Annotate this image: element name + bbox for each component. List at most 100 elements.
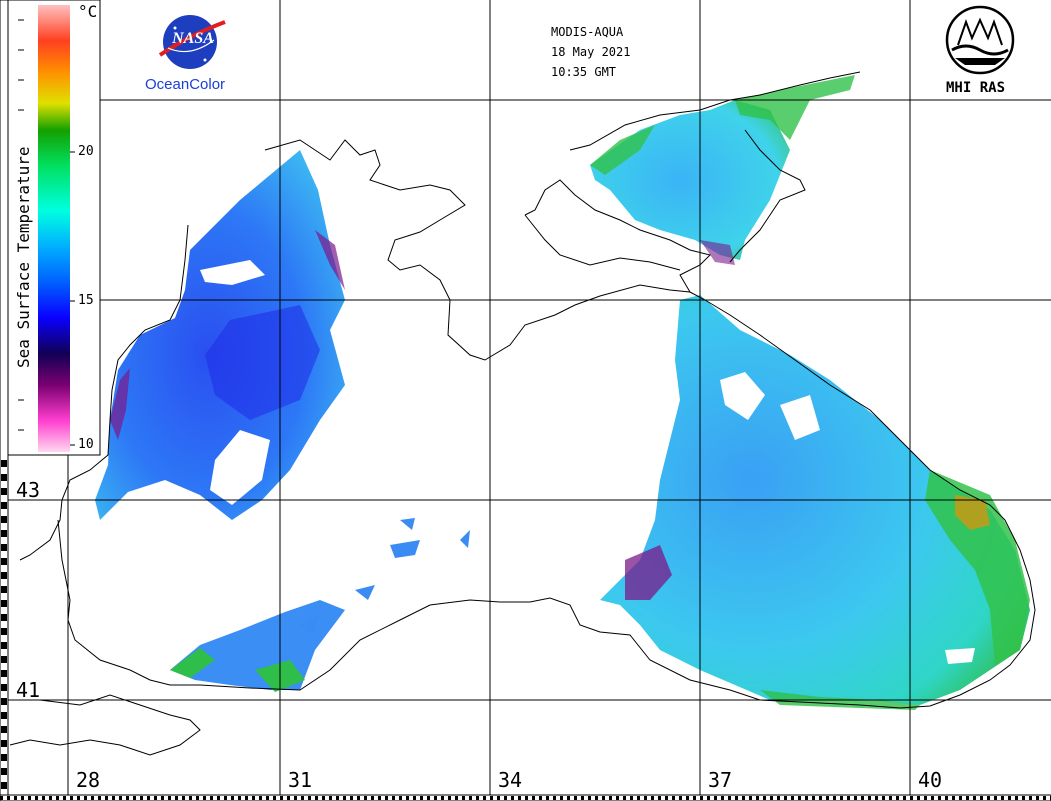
left-tick xyxy=(1,614,7,621)
left-tick xyxy=(1,530,7,537)
azov-purple-edge xyxy=(700,240,735,265)
marmara-coast xyxy=(9,694,201,756)
bottom-tick xyxy=(784,796,787,800)
bottom-tick xyxy=(735,796,738,800)
header-date: 18 May 2021 xyxy=(551,45,631,59)
nasa-star-dot xyxy=(173,26,177,30)
left-tick xyxy=(1,502,7,509)
bottom-tick xyxy=(427,796,430,800)
bottom-tick xyxy=(931,796,934,800)
south-sst-strip xyxy=(170,600,345,690)
bottom-tick xyxy=(371,796,374,800)
bottom-tick xyxy=(511,796,514,800)
left-tick xyxy=(1,642,7,649)
bottom-tick xyxy=(364,796,367,800)
lat-label-41: 41 xyxy=(16,678,41,702)
bottom-tick xyxy=(217,796,220,800)
bottom-tick xyxy=(917,796,920,800)
nasa-logo-text: NASA xyxy=(172,30,214,47)
left-tick xyxy=(1,600,7,607)
bottom-tick xyxy=(742,796,745,800)
bottom-tick xyxy=(343,796,346,800)
left-tick xyxy=(1,726,7,733)
bottom-tick xyxy=(924,796,927,800)
bottom-tick xyxy=(49,796,52,800)
bottom-tick xyxy=(91,796,94,800)
azov-sst-patch xyxy=(590,100,790,260)
bottom-tick xyxy=(147,796,150,800)
bottom-ticks xyxy=(0,796,1051,800)
east-yellow-spot xyxy=(955,495,990,530)
bottom-tick xyxy=(42,796,45,800)
bottom-tick xyxy=(56,796,59,800)
bottom-tick xyxy=(749,796,752,800)
azov-north-coast xyxy=(569,71,861,151)
bottom-tick xyxy=(665,796,668,800)
bottom-tick xyxy=(959,796,962,800)
bottom-tick xyxy=(889,796,892,800)
bottom-tick xyxy=(518,796,521,800)
bottom-tick xyxy=(154,796,157,800)
left-tick xyxy=(1,768,7,775)
mhi-emblem-waves xyxy=(951,44,1009,56)
nasa-caption: OceanColor xyxy=(145,76,226,93)
bottom-tick xyxy=(1029,796,1032,800)
east-coastal-purple xyxy=(625,545,672,600)
bottom-tick xyxy=(14,796,17,800)
bottom-tick xyxy=(658,796,661,800)
bottom-tick xyxy=(98,796,101,800)
bottom-tick xyxy=(210,796,213,800)
west-cloud-gap-2 xyxy=(210,430,270,505)
bottom-tick xyxy=(182,796,185,800)
bottom-tick xyxy=(553,796,556,800)
bottom-tick xyxy=(609,796,612,800)
colorbar-minor-ticks xyxy=(18,19,24,431)
left-tick xyxy=(1,572,7,579)
bottom-tick xyxy=(63,796,66,800)
bottom-tick xyxy=(700,796,703,800)
bottom-tick xyxy=(420,796,423,800)
bottom-tick xyxy=(112,796,115,800)
bottom-tick xyxy=(567,796,570,800)
bottom-tick xyxy=(0,796,3,800)
colorbar-label-15: 15 xyxy=(78,293,94,308)
bottom-tick xyxy=(973,796,976,800)
bottom-tick xyxy=(1022,796,1025,800)
lat-label-43: 43 xyxy=(16,478,41,502)
bottom-tick xyxy=(539,796,542,800)
left-tick xyxy=(1,628,7,635)
bottom-tick xyxy=(868,796,871,800)
bottom-tick xyxy=(623,796,626,800)
bottom-tick xyxy=(140,796,143,800)
header-sensor: MODIS-AQUA xyxy=(551,25,624,39)
left-tick xyxy=(1,740,7,747)
bottom-tick xyxy=(980,796,983,800)
bottom-tick xyxy=(434,796,437,800)
bottom-tick xyxy=(777,796,780,800)
mhi-emblem-icon xyxy=(945,5,1015,75)
bottom-tick xyxy=(357,796,360,800)
bottom-tick xyxy=(455,796,458,800)
south-green-strip xyxy=(170,648,215,678)
bottom-tick xyxy=(336,796,339,800)
bottom-tick xyxy=(406,796,409,800)
bottom-tick xyxy=(238,796,241,800)
bottom-tick xyxy=(574,796,577,800)
left-tick xyxy=(1,474,7,481)
bottom-tick xyxy=(483,796,486,800)
west-cloud-gap xyxy=(200,260,265,285)
west-cold-core xyxy=(205,305,320,420)
coastlines xyxy=(9,71,1036,756)
left-tick xyxy=(1,656,7,663)
bottom-tick xyxy=(728,796,731,800)
bottom-tick xyxy=(644,796,647,800)
bottom-tick xyxy=(686,796,689,800)
bottom-tick xyxy=(798,796,801,800)
east-green-coast xyxy=(925,470,1030,665)
east-cloud-gap-2 xyxy=(945,648,975,664)
colorbar-title: Sea Surface Temperature xyxy=(14,146,33,368)
bottom-tick xyxy=(35,796,38,800)
bottom-tick xyxy=(266,796,269,800)
left-tick xyxy=(1,754,7,761)
bottom-tick xyxy=(693,796,696,800)
